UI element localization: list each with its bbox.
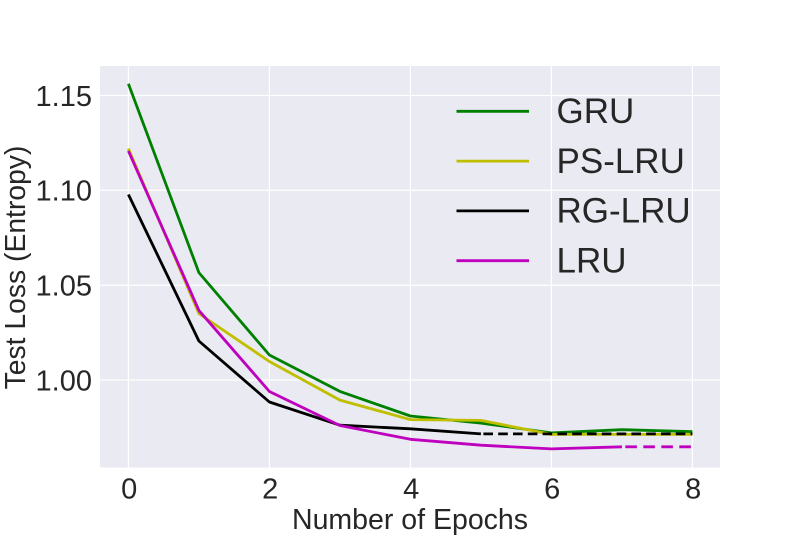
svg-text:4: 4 [403,473,419,505]
svg-text:6: 6 [544,473,560,505]
svg-text:LRU: LRU [557,242,627,281]
svg-text:Number of Epochs: Number of Epochs [292,504,528,536]
svg-text:0: 0 [121,473,137,505]
svg-text:1.10: 1.10 [36,176,92,208]
svg-text:8: 8 [685,473,701,505]
svg-text:1.15: 1.15 [36,81,92,113]
svg-text:PS-LRU: PS-LRU [557,142,685,181]
svg-text:GRU: GRU [557,92,635,131]
svg-text:2: 2 [262,473,278,505]
svg-text:Test Loss (Entropy): Test Loss (Entropy) [0,146,31,390]
svg-text:1.00: 1.00 [36,365,92,397]
svg-text:RG-LRU: RG-LRU [557,192,691,231]
svg-text:1.05: 1.05 [36,271,92,303]
